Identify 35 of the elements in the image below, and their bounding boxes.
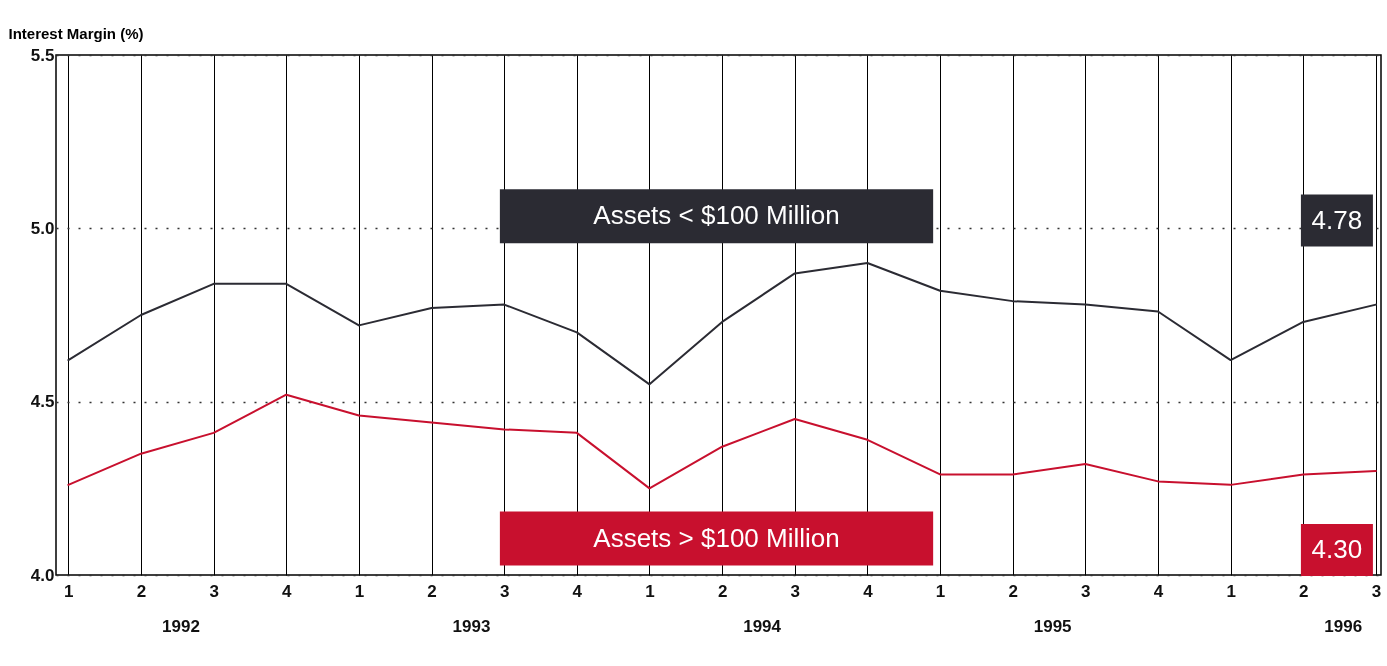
data-label: 4.78 — [1311, 204, 1363, 235]
x-tick-label: 4 — [572, 581, 583, 601]
x-tick-label: 1 — [64, 581, 74, 601]
x-tick-label: 1 — [935, 581, 946, 601]
x-tick-label: 2 — [427, 581, 437, 601]
x-tick-label: 3 — [1371, 581, 1382, 601]
y-tick-label: 5.5 — [30, 45, 55, 65]
y-tick-label: 4.5 — [30, 392, 55, 412]
y-tick-label: 4.0 — [30, 565, 55, 585]
x-tick-label: 4 — [1153, 581, 1164, 601]
x-tick-label: 2 — [1008, 581, 1018, 601]
text: 1995 — [1033, 617, 1072, 636]
x-tick-label: 1 — [645, 581, 655, 601]
x-tick-label: 3 — [1081, 581, 1091, 601]
x-tick-label: 2 — [1299, 581, 1309, 601]
x-tick-label: 3 — [499, 581, 510, 601]
text: 1992 — [162, 617, 200, 636]
x-tick-label: 4 — [282, 581, 293, 601]
y-axis-title: Interest Margin (%) — [8, 24, 144, 42]
x-tick-label: 1 — [1226, 581, 1236, 601]
text: Assets > $100 Million — [593, 522, 840, 553]
text: 1993 — [452, 617, 491, 636]
x-tick-label: 4 — [863, 581, 874, 601]
x-tick-label: 2 — [717, 581, 728, 601]
line-series — [67, 262, 1377, 386]
x-tick-label: 1 — [354, 581, 365, 601]
data-label: 4.30 — [1311, 534, 1363, 564]
x-tick-label: 3 — [209, 581, 219, 601]
x-tick-label: 3 — [790, 581, 801, 601]
text: 1994 — [743, 617, 782, 636]
text: 1996 — [1324, 617, 1363, 636]
x-tick-label: 2 — [136, 581, 147, 601]
y-tick-label: 5.0 — [30, 218, 55, 238]
series-label: Assets < $100 Million — [593, 200, 840, 231]
line-series — [67, 393, 1377, 490]
